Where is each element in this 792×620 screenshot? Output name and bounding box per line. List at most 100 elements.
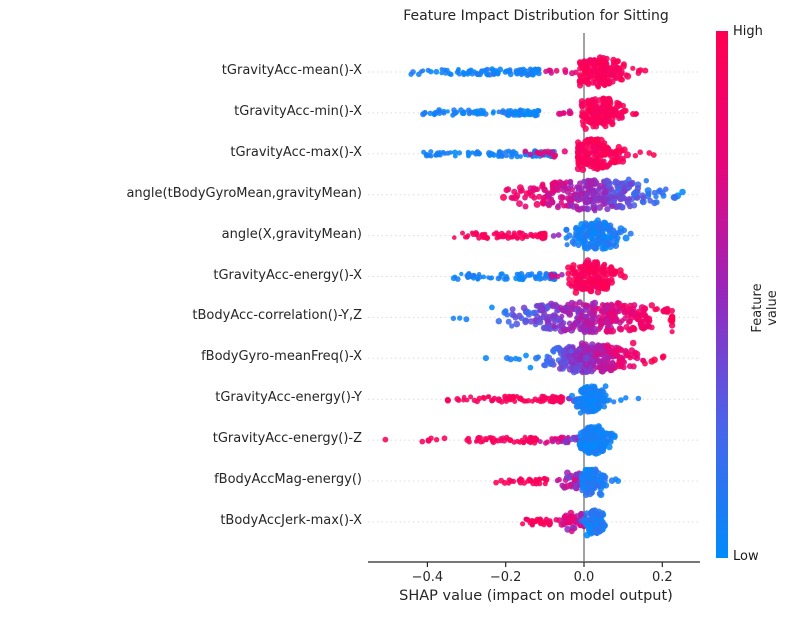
shap-dot <box>522 203 529 210</box>
shap-dot <box>509 112 514 117</box>
shap-dot <box>580 111 587 119</box>
shap-dot <box>589 369 595 375</box>
shap-dot <box>581 59 587 65</box>
shap-dot <box>622 347 629 354</box>
shap-dot <box>555 203 561 209</box>
shap-dot <box>580 268 587 275</box>
shap-dot <box>598 224 605 231</box>
shap-dot <box>604 206 611 213</box>
shap-dot <box>574 184 580 190</box>
shap-dot <box>587 182 594 189</box>
shap-dot <box>484 437 489 443</box>
shap-dot <box>619 204 626 211</box>
x-tick-label: 0.2 <box>651 570 673 585</box>
shap-dot <box>572 306 578 313</box>
shap-dot <box>496 151 502 156</box>
shap-dot <box>573 194 580 201</box>
shap-dot <box>612 232 619 238</box>
x-tick-label: 0.0 <box>573 570 595 585</box>
shap-dot <box>573 396 580 403</box>
shap-dot <box>519 437 525 443</box>
shap-dot <box>632 153 639 159</box>
shap-dot <box>582 444 589 450</box>
shap-dot <box>555 187 562 193</box>
shap-dot <box>465 149 471 155</box>
shap-dot <box>520 521 526 527</box>
shap-dot <box>603 69 611 76</box>
shap-dot <box>585 470 591 476</box>
x-tick-label: −0.4 <box>411 570 444 585</box>
shap-dot <box>602 146 608 153</box>
shap-dot <box>590 178 597 184</box>
shap-dot <box>423 152 430 159</box>
shap-dot <box>491 395 497 401</box>
shap-dot <box>481 394 486 400</box>
shap-dot <box>603 55 610 62</box>
shap-dot <box>601 472 607 479</box>
shap-dot <box>557 110 564 117</box>
shap-dot <box>548 70 554 76</box>
shap-dot <box>519 68 525 74</box>
shap-dot <box>553 67 560 74</box>
shap-dot <box>578 142 585 150</box>
beeswarm-points <box>382 54 686 539</box>
shap-dot <box>599 95 606 102</box>
shap-dot <box>503 398 509 404</box>
shap-dot <box>611 158 619 166</box>
shap-dot <box>465 273 471 280</box>
shap-dot <box>591 144 598 151</box>
shap-dot <box>464 397 470 403</box>
feature-label: fBodyAccMag-energy() <box>214 472 362 487</box>
shap-dot <box>585 57 593 65</box>
shap-dot <box>568 182 574 189</box>
shap-dot <box>515 438 520 444</box>
shap-dot <box>641 311 648 318</box>
shap-dot <box>499 271 505 277</box>
shap-dot <box>539 235 546 242</box>
shap-dot <box>557 304 564 310</box>
shap-dot <box>568 348 574 354</box>
shap-dot <box>653 199 660 206</box>
shap-dot <box>623 395 629 401</box>
shap-dot <box>566 276 573 283</box>
shap-dot <box>603 327 611 335</box>
shap-dot <box>460 69 466 75</box>
shap-dot <box>605 241 612 248</box>
shap-dot <box>596 70 604 77</box>
shap-dot <box>491 231 497 237</box>
shap-dot <box>576 356 583 363</box>
shap-dot <box>541 149 547 155</box>
shap-dot <box>646 150 653 156</box>
shap-dot <box>533 200 541 208</box>
shap-dot <box>595 274 602 280</box>
shap-dot <box>578 221 585 228</box>
shap-dot <box>604 436 612 444</box>
shap-dot <box>530 436 535 441</box>
shap-dot <box>589 233 595 239</box>
shap-dot <box>593 123 600 130</box>
shap-dot <box>575 242 582 249</box>
feature-label: angle(X,gravityMean) <box>221 226 362 242</box>
shap-dot <box>655 188 663 195</box>
shap-dot <box>620 107 628 115</box>
shap-dot <box>609 227 617 234</box>
shap-dot <box>589 97 596 103</box>
shap-dot <box>601 353 609 361</box>
shap-dot <box>444 396 451 403</box>
shap-dot <box>582 484 589 490</box>
shap-dot <box>551 153 558 160</box>
shap-dot <box>484 66 491 73</box>
shap-dot <box>518 315 525 322</box>
shap-dot <box>609 116 616 122</box>
shap-dot <box>588 321 595 328</box>
shap-dot <box>595 305 602 312</box>
shap-dot <box>504 153 510 159</box>
shap-dot <box>516 108 522 114</box>
shap-dot <box>490 439 495 444</box>
shap-dot <box>465 72 470 77</box>
shap-dot <box>607 222 614 229</box>
feature-label: tGravityAcc-max()-X <box>230 144 362 160</box>
shap-dot <box>428 153 434 159</box>
shap-dot <box>456 397 462 403</box>
shap-dot <box>581 385 588 391</box>
